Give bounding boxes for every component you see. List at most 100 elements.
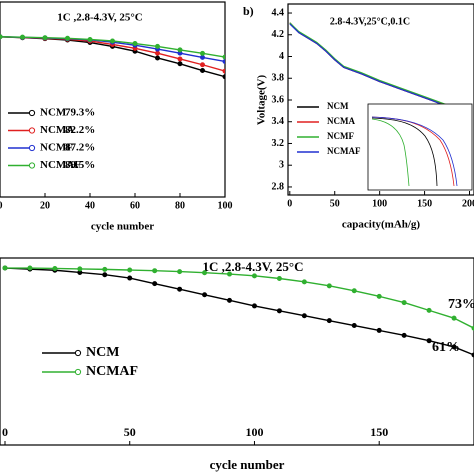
data-point xyxy=(326,283,332,289)
inset-frame xyxy=(367,103,473,191)
data-point xyxy=(177,269,183,275)
data-point xyxy=(42,35,48,41)
data-point xyxy=(376,327,382,333)
y-tick-label: 3.2 xyxy=(272,138,285,149)
x-tick-label: 80 xyxy=(175,200,185,211)
data-point xyxy=(222,58,225,64)
data-point xyxy=(451,315,457,321)
panel-label: b) xyxy=(243,4,254,18)
legend-marker xyxy=(74,349,82,357)
data-point xyxy=(227,297,233,303)
data-point xyxy=(102,266,108,272)
inset-curve xyxy=(371,116,458,187)
legend-label: NCMF xyxy=(327,131,354,141)
legend-label: NCMAF xyxy=(327,146,361,156)
data-point xyxy=(2,265,8,271)
legend-label: NCMA xyxy=(327,116,355,126)
data-point xyxy=(102,272,108,278)
inset-curve xyxy=(371,117,438,187)
series-line xyxy=(289,22,470,117)
series-line xyxy=(289,23,470,118)
legend-retention: 82.2% xyxy=(65,124,95,136)
end-label: 73% xyxy=(448,297,474,312)
data-point xyxy=(152,281,158,287)
x-tick-label: 200 xyxy=(462,198,474,209)
x-tick-label: 100 xyxy=(372,198,387,209)
x-axis-label: cycle number xyxy=(91,221,154,233)
x-tick-label: 0 xyxy=(287,198,292,209)
series-line xyxy=(4,267,474,329)
data-point xyxy=(152,268,158,274)
x-axis-label: capacity(mAh/g) xyxy=(342,219,421,231)
legend-label: NCM xyxy=(86,345,119,360)
plot xyxy=(2,265,474,358)
legend-retention: 89.5% xyxy=(65,159,95,171)
data-point xyxy=(0,34,3,40)
data-point xyxy=(155,50,160,56)
data-point xyxy=(301,313,307,319)
data-point xyxy=(351,288,357,294)
plot-frame xyxy=(0,1,226,198)
data-point xyxy=(222,74,225,80)
data-point xyxy=(376,293,382,299)
data-point xyxy=(351,323,357,329)
y-tick-label: 4 xyxy=(279,51,284,62)
data-point xyxy=(200,54,205,60)
data-point xyxy=(87,36,93,42)
legend-retention: 79.3% xyxy=(65,107,95,119)
legend-label: NCM xyxy=(327,101,349,111)
data-point xyxy=(52,265,58,271)
data-point xyxy=(426,338,432,344)
data-point xyxy=(251,303,257,309)
legend-label: NCMA xyxy=(40,124,74,136)
data-point xyxy=(155,43,160,49)
data-point xyxy=(127,267,133,273)
legend-marker xyxy=(28,109,36,117)
x-axis-label: cycle number xyxy=(210,457,285,472)
inset xyxy=(367,103,473,191)
data-point xyxy=(251,273,257,279)
chart-title: 1C ,2.8-4.3V, 25°C xyxy=(202,259,303,274)
x-tick-label: 50 xyxy=(330,198,340,209)
y-axis-label: Voltage(V) xyxy=(256,75,268,126)
x-tick-label: 150 xyxy=(370,425,388,439)
series-line xyxy=(4,267,474,356)
x-tick-label: 150 xyxy=(417,198,432,209)
end-label: 61% xyxy=(432,340,460,355)
legend-marker xyxy=(28,127,36,134)
data-point xyxy=(401,332,407,338)
data-point xyxy=(301,279,307,285)
data-point xyxy=(401,300,407,306)
x-tick-label: 40 xyxy=(85,200,95,211)
x-tick-label: 0 xyxy=(2,425,8,439)
x-tick-label: 0 xyxy=(0,200,3,211)
y-tick-label: 3.8 xyxy=(272,73,285,84)
data-point xyxy=(65,35,70,41)
x-tick-label: 20 xyxy=(40,200,50,211)
x-tick-label: 100 xyxy=(245,425,263,439)
legend-label: NCMF xyxy=(40,142,73,154)
x-tick-label: 50 xyxy=(124,425,136,439)
y-tick-label: 3 xyxy=(279,160,284,171)
data-point xyxy=(227,271,233,277)
y-tick-label: 4.4 xyxy=(272,7,285,18)
legend-label: NCMAF xyxy=(40,159,81,171)
data-point xyxy=(132,41,138,47)
data-point xyxy=(222,54,225,60)
legend-retention: 87.2% xyxy=(65,142,95,154)
data-point xyxy=(77,266,83,272)
chart: 1C ,2.8-4.3V, 25°C cycle number 0 20 40 60 80 1… xyxy=(0,1,233,233)
chart-title: 1C ,2.8-4.3V, 25°C xyxy=(57,12,143,24)
chart: 2.8-4.3V,25°C,0.1C b) capacity(mAh/g) Volta… xyxy=(243,3,474,231)
data-point xyxy=(27,265,33,271)
data-point xyxy=(20,34,25,40)
data-point xyxy=(200,50,205,56)
data-point xyxy=(177,56,183,62)
data-point xyxy=(202,270,208,276)
data-point xyxy=(451,344,457,350)
data-point xyxy=(276,308,282,314)
data-point xyxy=(200,62,205,68)
plot-frame xyxy=(0,257,474,446)
data-point xyxy=(110,38,115,44)
